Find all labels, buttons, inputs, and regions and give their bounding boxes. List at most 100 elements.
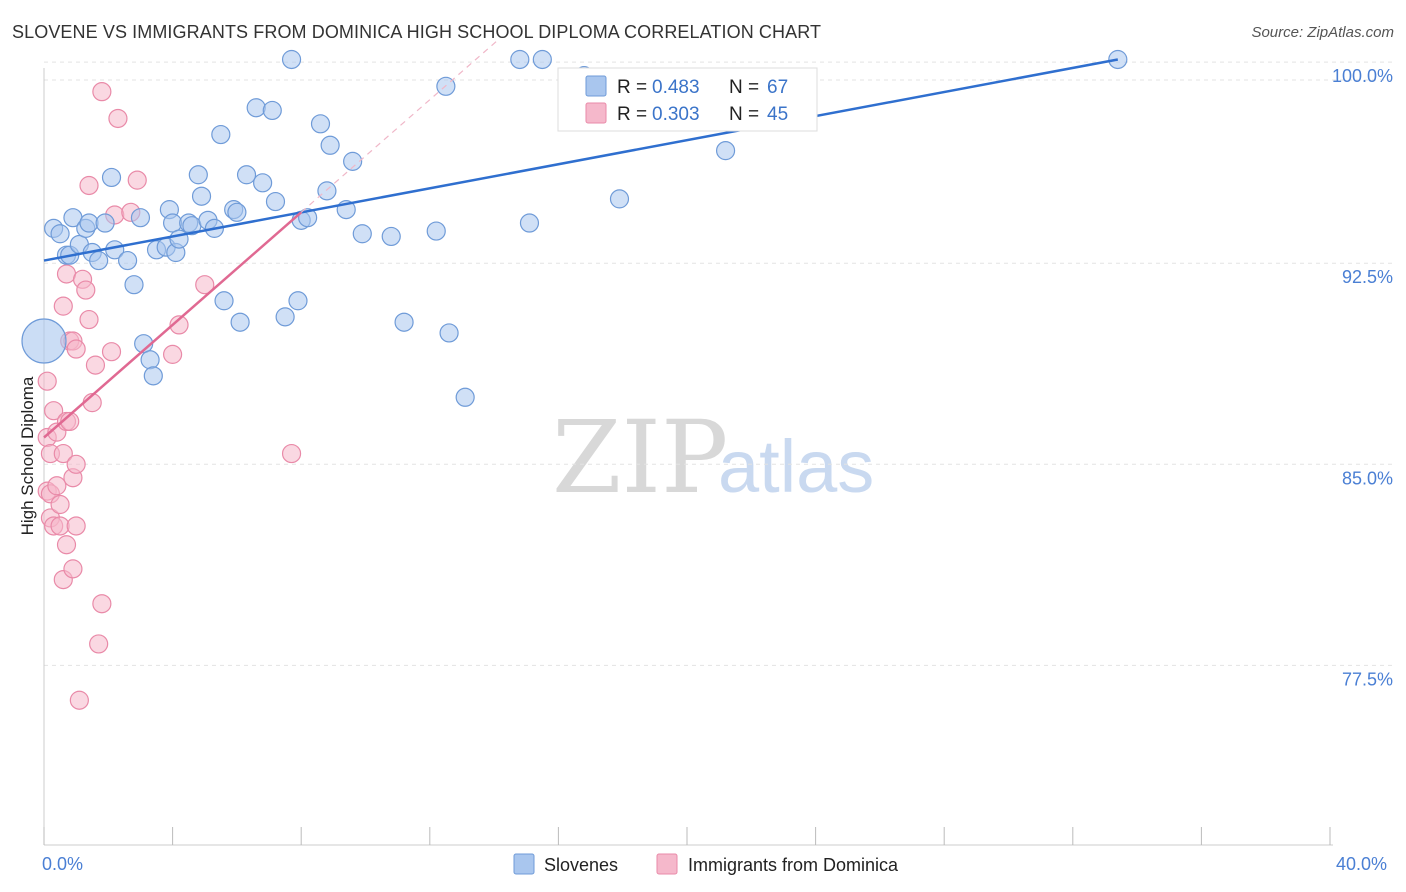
data-point-slovenes (79, 213, 99, 233)
legend-n-label-slovenes: N = (729, 77, 759, 98)
data-point-slovenes (394, 312, 414, 332)
data-point-slovenes (265, 191, 286, 212)
series-immigrants-from-dominica-points (37, 82, 302, 710)
data-point-dominica (195, 275, 215, 295)
data-point-slovenes (381, 226, 401, 247)
data-point-slovenes (117, 250, 138, 271)
data-point-slovenes (715, 141, 736, 161)
data-point-dominica (56, 264, 77, 284)
y-tick-label: 100.0% (1332, 66, 1393, 86)
data-point-dominica (53, 296, 73, 316)
data-point-slovenes (262, 100, 282, 121)
data-point-slovenes (163, 213, 183, 233)
y-tick-labels: 77.5% 85.0% 92.5% 100.0% (1332, 66, 1393, 689)
data-point-dominica (92, 82, 112, 102)
legend-r-label-dominica: R = (617, 104, 647, 125)
source-credit: Source: ZipAtlas.com (1251, 24, 1394, 41)
data-point-dominica (127, 170, 147, 190)
series-legend: Slovenes Immigrants from Dominica (513, 853, 899, 875)
legend-r-value-dominica: 0.303 (652, 104, 700, 125)
data-point-slovenes (426, 221, 446, 241)
data-point-slovenes (191, 186, 212, 206)
data-point-slovenes (169, 229, 189, 249)
correlation-legend: R = 0.483 N = 67 R = 0.303 N = 45 (557, 67, 818, 132)
data-point-dominica (66, 339, 86, 359)
data-point-dominica (92, 594, 112, 614)
bottom-legend-swatch-dominica (656, 853, 678, 875)
data-point-dominica (163, 344, 183, 364)
data-point-dominica (85, 355, 106, 375)
data-point-slovenes (275, 307, 295, 327)
data-point-dominica (56, 535, 77, 555)
data-point-dominica (37, 371, 57, 391)
legend-n-value-slovenes: 67 (767, 77, 788, 98)
data-point-dominica (53, 443, 73, 464)
data-point-dominica (66, 454, 86, 474)
data-point-slovenes (89, 250, 109, 271)
y-axis-label: High School Diploma (18, 376, 37, 535)
data-point-slovenes (317, 181, 337, 201)
data-point-dominica (108, 108, 128, 129)
watermark-atlas: atlas (718, 425, 874, 508)
data-point-slovenes (320, 135, 340, 155)
data-point-dominica (169, 315, 189, 335)
legend-swatch-slovenes (585, 75, 607, 97)
data-point-slovenes-large (21, 318, 67, 364)
data-point-slovenes (188, 165, 208, 185)
data-point-slovenes (281, 49, 302, 70)
data-point-slovenes (140, 350, 160, 370)
legend-r-value-slovenes: 0.483 (652, 77, 700, 98)
data-point-dominica (79, 175, 99, 196)
data-point-slovenes (519, 213, 540, 233)
data-point-slovenes (455, 387, 475, 407)
data-point-slovenes (50, 224, 70, 244)
data-point-dominica (47, 476, 67, 496)
data-point-dominica (76, 280, 96, 300)
data-point-dominica (79, 309, 99, 330)
series-slovenes-points (21, 49, 1128, 407)
legend-n-value-dominica: 45 (767, 104, 788, 125)
data-point-dominica (89, 634, 109, 654)
data-point-slovenes (211, 124, 231, 145)
x-tick-label-min: 0.0% (42, 854, 83, 874)
bottom-legend-label-slovenes: Slovenes (544, 855, 618, 875)
data-point-dominica (63, 559, 83, 579)
data-point-dominica (50, 494, 70, 515)
y-tick-label: 77.5% (1342, 669, 1393, 689)
legend-swatch-dominica (585, 102, 607, 124)
data-point-slovenes (143, 366, 163, 386)
data-point-slovenes (288, 291, 308, 311)
data-point-slovenes (310, 114, 331, 134)
data-point-slovenes (95, 213, 115, 233)
data-point-slovenes (246, 98, 266, 118)
y-tick-label: 92.5% (1342, 267, 1393, 287)
data-point-dominica (44, 401, 64, 421)
watermark-zip: ZIP (552, 399, 728, 516)
data-point-slovenes (130, 208, 151, 228)
data-point-dominica (69, 690, 89, 710)
trend-line-dominica (43, 211, 303, 439)
trend-lines (43, 40, 1119, 439)
x-tick-label-max: 40.0% (1336, 854, 1387, 874)
legend-r-label-slovenes: R = (617, 77, 647, 98)
data-point-slovenes (214, 291, 234, 311)
data-point-slovenes (227, 202, 247, 222)
data-point-slovenes (124, 275, 144, 295)
legend-n-label-dominica: N = (729, 104, 759, 125)
data-point-slovenes (236, 165, 257, 185)
data-point-slovenes (343, 151, 363, 171)
data-point-slovenes (352, 224, 372, 244)
data-point-dominica (281, 443, 302, 464)
data-point-slovenes (230, 312, 250, 332)
bottom-legend-label-dominica: Immigrants from Dominica (688, 855, 899, 875)
data-point-dominica (101, 342, 122, 362)
data-point-slovenes (439, 323, 459, 343)
y-tick-label: 85.0% (1342, 468, 1393, 488)
data-point-slovenes (101, 167, 122, 188)
data-point-slovenes (253, 173, 273, 193)
bottom-legend-swatch-slovenes (513, 853, 535, 875)
data-point-slovenes (532, 49, 552, 70)
chart-title: SLOVENE VS IMMIGRANTS FROM DOMINICA HIGH… (12, 22, 822, 42)
trend-line-slovenes (43, 58, 1119, 262)
